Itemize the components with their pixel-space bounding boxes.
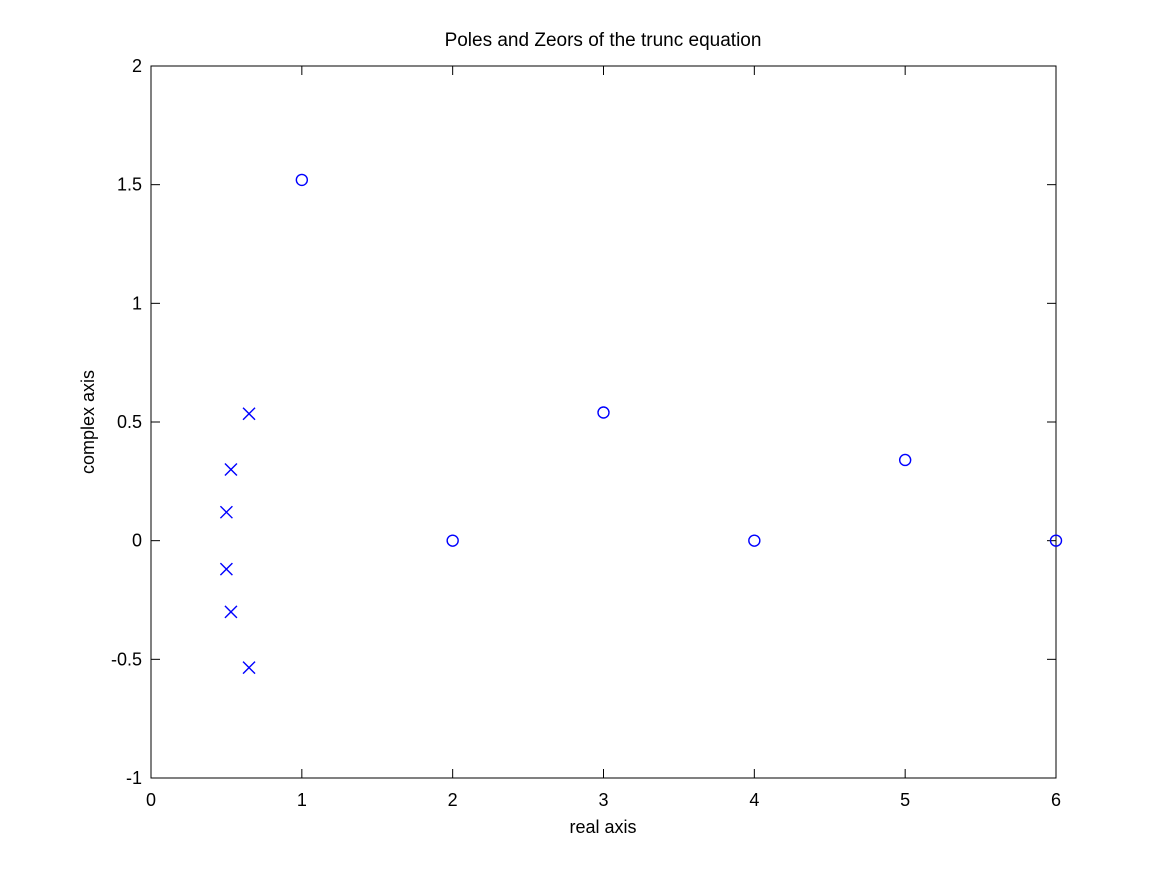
zero-marker — [446, 534, 459, 547]
x-axis-title: real axis — [569, 817, 636, 837]
y-tick-label: 1 — [132, 293, 142, 313]
zero-marker — [1049, 534, 1063, 547]
y-tick-label: -0.5 — [111, 649, 142, 669]
x-tick-label: 5 — [900, 790, 910, 810]
y-tick-label: 1.5 — [117, 175, 142, 195]
x-tick-label: 3 — [598, 790, 608, 810]
pole-marker — [224, 462, 238, 476]
pole-marker-stroke — [242, 407, 256, 421]
x-tick-label: 1 — [297, 790, 307, 810]
y-tick-label: 0.5 — [117, 412, 142, 432]
zero-marker — [748, 534, 761, 547]
pole-marker-stroke — [242, 661, 256, 675]
zero-marker — [597, 406, 610, 419]
axis-ticks: 0 1 2 3 4 5 6 -1 -0.5 0 0.5 1 1.5 2 — [111, 56, 1061, 810]
pole-marker — [242, 407, 256, 421]
y-axis-title: complex axis — [78, 370, 98, 474]
pole-marker — [224, 605, 238, 619]
data-marks — [219, 173, 1063, 675]
pole-marker-stroke — [219, 505, 233, 519]
pole-marker-stroke — [224, 462, 238, 476]
y-tick-label: 2 — [132, 56, 142, 76]
zero-marker — [898, 453, 912, 467]
pole-marker-stroke — [224, 605, 238, 619]
pole-marker — [242, 661, 256, 675]
x-tick-label: 4 — [749, 790, 759, 810]
y-tick-label: -1 — [126, 768, 142, 788]
x-tick-label: 2 — [448, 790, 458, 810]
zero-marker — [295, 173, 309, 187]
pole-marker — [219, 562, 233, 576]
pole-marker — [219, 505, 233, 519]
chart-title: Poles and Zeors of the trunc equation — [445, 30, 762, 51]
x-tick-label: 6 — [1051, 790, 1061, 810]
y-tick-label: 0 — [132, 531, 142, 551]
pole-marker-stroke — [219, 562, 233, 576]
x-tick-label: 0 — [146, 790, 156, 810]
